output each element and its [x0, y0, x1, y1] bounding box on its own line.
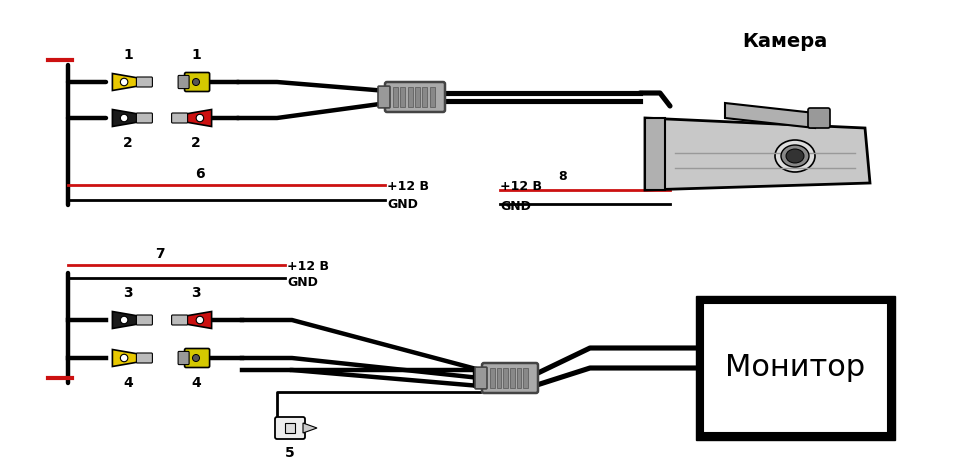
Bar	[393, 87, 398, 107]
Bar	[408, 87, 413, 107]
FancyBboxPatch shape	[275, 417, 305, 439]
Bar	[430, 87, 435, 107]
Text: 2: 2	[123, 136, 132, 150]
Text: 5: 5	[285, 446, 295, 460]
Polygon shape	[303, 423, 317, 433]
Text: 3: 3	[123, 286, 132, 300]
Bar	[422, 87, 427, 107]
FancyBboxPatch shape	[136, 353, 153, 363]
FancyBboxPatch shape	[385, 82, 445, 112]
Circle shape	[196, 316, 204, 324]
Circle shape	[120, 78, 128, 86]
FancyBboxPatch shape	[172, 315, 187, 325]
Bar	[510, 368, 515, 388]
FancyBboxPatch shape	[808, 108, 830, 128]
FancyBboxPatch shape	[136, 113, 153, 123]
Circle shape	[196, 114, 204, 122]
Polygon shape	[645, 118, 870, 190]
Text: 4: 4	[191, 376, 201, 390]
Text: Камера: Камера	[742, 32, 828, 51]
FancyBboxPatch shape	[179, 351, 189, 364]
FancyBboxPatch shape	[184, 348, 209, 368]
Ellipse shape	[781, 145, 809, 167]
Bar	[516, 368, 521, 388]
Text: +12 В: +12 В	[500, 180, 542, 194]
Bar	[285, 423, 295, 433]
Bar	[490, 368, 494, 388]
Polygon shape	[185, 312, 211, 329]
Text: 2: 2	[191, 136, 201, 150]
FancyBboxPatch shape	[136, 315, 153, 325]
Bar	[523, 368, 528, 388]
Circle shape	[120, 354, 128, 362]
Text: 4: 4	[123, 376, 132, 390]
Circle shape	[120, 316, 128, 324]
Polygon shape	[112, 110, 138, 126]
Bar	[400, 87, 405, 107]
Text: 1: 1	[191, 48, 201, 62]
Bar	[503, 368, 508, 388]
Circle shape	[192, 354, 200, 362]
Text: +12 В: +12 В	[287, 261, 329, 273]
Polygon shape	[112, 349, 138, 366]
Text: GND: GND	[287, 276, 318, 288]
Ellipse shape	[786, 149, 804, 163]
Text: Монитор: Монитор	[725, 354, 865, 382]
Bar	[695, 296, 895, 440]
FancyBboxPatch shape	[475, 367, 487, 389]
Text: GND: GND	[387, 197, 418, 211]
FancyBboxPatch shape	[136, 77, 153, 87]
Text: 8: 8	[558, 170, 566, 183]
Text: GND: GND	[500, 200, 531, 212]
FancyBboxPatch shape	[172, 113, 187, 123]
Bar	[703, 303, 887, 433]
Text: 7: 7	[156, 247, 165, 261]
Circle shape	[192, 78, 200, 85]
Ellipse shape	[775, 140, 815, 172]
Text: 6: 6	[195, 167, 204, 181]
FancyBboxPatch shape	[378, 86, 390, 108]
Polygon shape	[112, 74, 138, 91]
Text: +12 В: +12 В	[387, 180, 429, 194]
Text: 3: 3	[191, 286, 201, 300]
FancyBboxPatch shape	[184, 73, 209, 92]
Polygon shape	[725, 103, 815, 128]
Polygon shape	[185, 110, 211, 126]
Circle shape	[120, 114, 128, 122]
Bar	[415, 87, 420, 107]
Bar	[496, 368, 501, 388]
Text: 1: 1	[123, 48, 132, 62]
Polygon shape	[645, 118, 665, 190]
Polygon shape	[112, 312, 138, 329]
FancyBboxPatch shape	[482, 363, 538, 393]
FancyBboxPatch shape	[179, 76, 189, 89]
